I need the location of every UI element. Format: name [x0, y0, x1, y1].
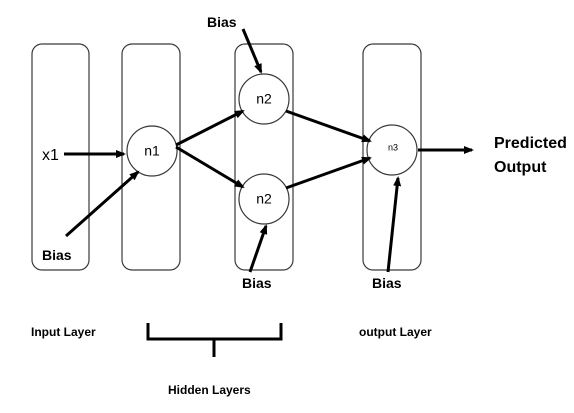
- input-x1-label: x1: [42, 147, 59, 164]
- hidden-layers-label: Hidden Layers: [168, 383, 251, 397]
- output-bias-label: Bias: [372, 275, 402, 291]
- neuron-n2-top-label: n2: [256, 91, 272, 107]
- arrow-n1-to-n2-top: [175, 109, 245, 147]
- arrow-n1-to-n2-bottom: [175, 145, 245, 189]
- output-layer-label: output Layer: [359, 325, 432, 339]
- neuron-n2-bottom: [238, 173, 290, 225]
- arrow-top-bias-to-n2-top: [241, 28, 263, 74]
- arrow-input-bias-to-n1: [65, 170, 140, 238]
- neuron-n3: [366, 124, 418, 176]
- hidden-layers-brace: [146, 323, 283, 357]
- predicted-output-line1: Predicted: [494, 135, 567, 152]
- predicted-output-line2: Output: [494, 159, 547, 176]
- arrow-output-bias-to-n3: [386, 176, 402, 273]
- input-bias-label: Bias: [42, 247, 72, 263]
- hidden-top-bias-label: Bias: [207, 14, 237, 30]
- arrow-n2-top-to-n3: [285, 109, 372, 143]
- hidden-bottom-bias-label: Bias: [242, 275, 272, 291]
- neuron-n3-label: n3: [388, 142, 398, 152]
- input-layer-box: [31, 43, 90, 271]
- arrow-n2-bottom-to-n3: [285, 156, 372, 190]
- neuron-n1-label: n1: [144, 143, 160, 159]
- neuron-n1: [126, 125, 178, 177]
- input-layer-label: Input Layer: [31, 325, 96, 339]
- neuron-n2-bottom-label: n2: [256, 191, 272, 207]
- arrow-bottom-bias-to-n2-bottom: [248, 224, 268, 273]
- neuron-n2-top: [238, 73, 290, 125]
